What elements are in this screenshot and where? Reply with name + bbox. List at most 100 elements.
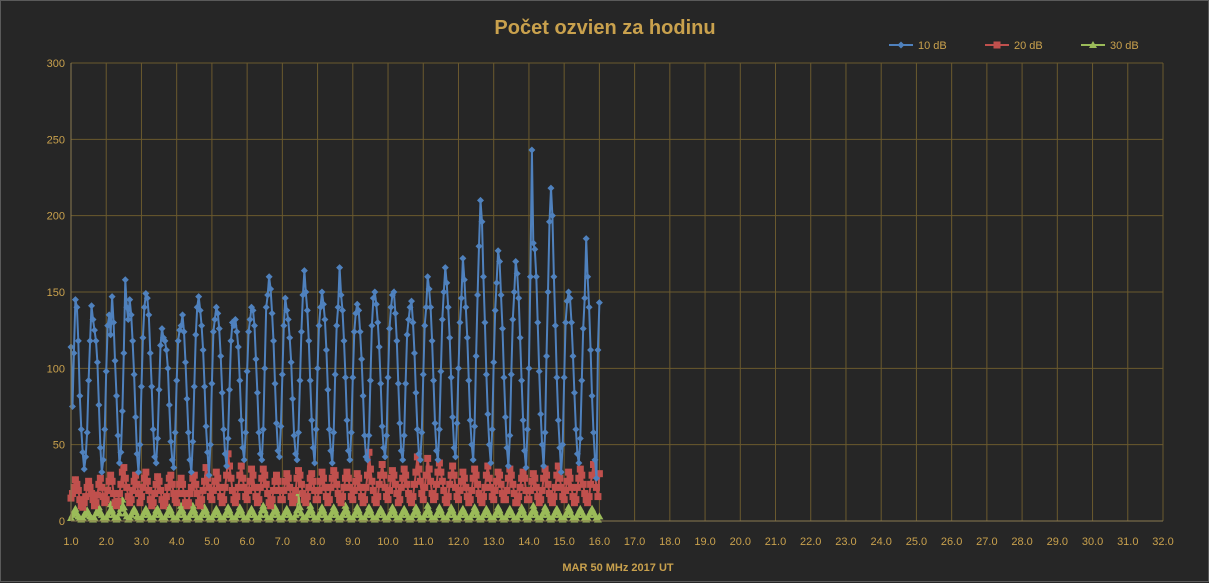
data-point: [88, 490, 96, 498]
data-point: [576, 435, 584, 443]
data-point: [132, 413, 140, 421]
data-point: [284, 315, 292, 323]
data-point: [302, 288, 310, 296]
data-point: [501, 496, 509, 504]
data-point: [184, 499, 192, 507]
data-point: [578, 471, 586, 479]
data-point: [278, 496, 286, 504]
data-point: [142, 468, 150, 476]
data-point: [541, 428, 549, 436]
data-point: [309, 477, 317, 485]
data-point: [530, 506, 539, 514]
data-point: [386, 486, 393, 494]
data-point: [588, 392, 596, 400]
data-point: [389, 506, 398, 514]
data-point: [136, 441, 144, 449]
data-point: [537, 496, 545, 504]
data-point: [400, 465, 408, 473]
data-point: [510, 490, 518, 498]
data-point: [441, 264, 449, 272]
data-point: [554, 416, 562, 424]
data-point: [98, 483, 106, 491]
data-point: [149, 499, 157, 507]
data-point: [472, 471, 480, 479]
data-point: [529, 470, 537, 478]
data-point: [493, 477, 501, 485]
data-point: [449, 413, 457, 421]
data-point: [333, 480, 341, 488]
data-point: [245, 328, 253, 336]
data-point: [446, 334, 454, 342]
data-point: [202, 422, 210, 430]
data-point: [408, 499, 416, 507]
data-point: [526, 273, 534, 281]
legend-marker: [993, 41, 1001, 49]
data-point: [443, 279, 451, 287]
data-point: [347, 428, 355, 436]
data-point: [212, 468, 220, 476]
x-tick-label: 22.0: [800, 536, 821, 548]
data-point: [383, 432, 391, 440]
data-point: [327, 447, 335, 455]
data-point: [592, 483, 600, 491]
data-point: [164, 364, 172, 372]
data-point: [190, 383, 198, 391]
data-point: [311, 486, 319, 494]
data-point: [487, 483, 495, 491]
data-point: [410, 480, 418, 488]
data-point: [572, 496, 580, 504]
data-point: [481, 319, 489, 327]
data-point: [337, 291, 345, 299]
data-point: [576, 465, 584, 473]
data-point: [487, 459, 495, 467]
data-point: [415, 465, 423, 473]
data-point: [328, 459, 336, 467]
data-point: [114, 432, 122, 440]
data-point: [127, 496, 135, 504]
data-point: [457, 294, 465, 302]
data-point: [325, 496, 333, 504]
x-tick-label: 11.0: [413, 536, 434, 548]
data-point: [196, 306, 204, 314]
data-point: [521, 474, 529, 482]
data-point: [82, 493, 90, 501]
data-point: [227, 337, 235, 345]
data-point: [545, 490, 553, 498]
data-point: [355, 474, 363, 482]
data-point: [369, 294, 377, 302]
data-point: [440, 486, 448, 494]
data-point: [92, 499, 100, 507]
data-point: [355, 306, 363, 314]
data-point: [500, 373, 508, 381]
data-point: [592, 474, 600, 482]
legend-label: 30 dB: [1110, 40, 1139, 52]
data-point: [340, 483, 348, 491]
data-point: [529, 239, 537, 247]
data-point: [584, 499, 592, 507]
data-point: [268, 309, 276, 317]
data-point: [519, 468, 527, 476]
data-point: [225, 506, 234, 514]
data-point: [157, 486, 165, 494]
data-point: [76, 496, 84, 504]
data-point: [246, 315, 254, 323]
data-point: [278, 370, 286, 378]
data-point: [80, 465, 88, 473]
data-point: [391, 309, 399, 317]
data-point: [587, 480, 595, 488]
data-point: [117, 448, 125, 456]
data-point: [459, 254, 467, 262]
data-point: [170, 464, 178, 472]
data-point: [202, 506, 211, 514]
data-point: [494, 247, 502, 255]
data-point: [465, 377, 473, 385]
data-point: [204, 448, 211, 456]
data-point: [366, 377, 374, 385]
data-point: [359, 392, 367, 400]
data-point: [435, 425, 443, 433]
data-point: [220, 425, 228, 433]
data-point: [274, 477, 282, 485]
data-point: [454, 496, 462, 504]
data-point: [110, 319, 118, 327]
data-point: [482, 370, 490, 378]
